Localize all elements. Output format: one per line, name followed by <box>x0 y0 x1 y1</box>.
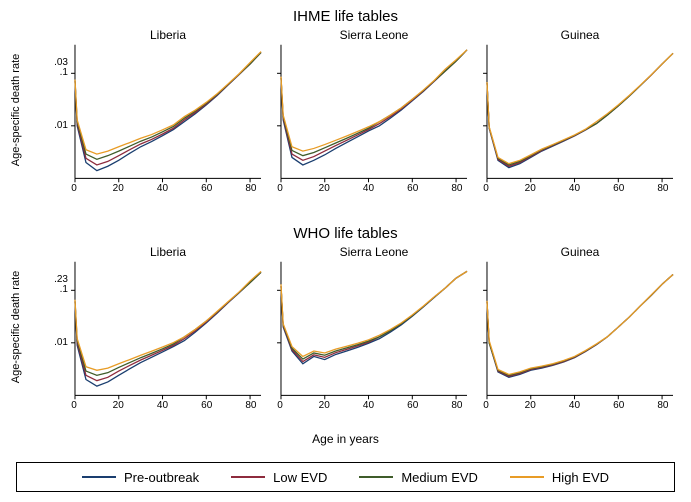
line-low <box>487 275 673 377</box>
legend-label-high: High EVD <box>552 470 609 485</box>
line-pre <box>487 275 673 378</box>
xtick-label: 80 <box>445 400 469 411</box>
xtick-label: 80 <box>239 400 263 411</box>
line-pre <box>281 50 467 165</box>
xtick-label: 80 <box>445 183 469 194</box>
xtick-label: 60 <box>607 400 631 411</box>
line-medium <box>487 275 673 376</box>
legend-swatch-high <box>510 476 544 478</box>
xtick-label: 20 <box>518 400 542 411</box>
xtick-label: 0 <box>268 400 292 411</box>
legend: Pre-outbreak Low EVD Medium EVD High EVD <box>16 462 675 492</box>
legend-item-pre: Pre-outbreak <box>82 470 199 485</box>
xtick-label: 20 <box>312 400 336 411</box>
panel-title-1: Sierra Leone <box>280 28 468 42</box>
legend-label-low: Low EVD <box>273 470 327 485</box>
line-medium <box>75 272 261 375</box>
panel-title-2: Guinea <box>486 28 674 42</box>
xtick-label: 60 <box>607 183 631 194</box>
line-high <box>487 53 673 163</box>
xtick-label: 40 <box>356 400 380 411</box>
row-title-1: IHME life tables <box>0 8 691 25</box>
xtick-label: 20 <box>106 183 130 194</box>
panel-5 <box>486 261 674 396</box>
xtick-label: 0 <box>62 400 86 411</box>
xtick-label: 20 <box>106 400 130 411</box>
line-medium <box>75 52 261 159</box>
panel-title-0: Liberia <box>74 28 262 42</box>
legend-item-low: Low EVD <box>231 470 327 485</box>
line-low <box>281 50 467 161</box>
ytick-label: .23 <box>42 274 68 285</box>
xtick-label: 40 <box>356 183 380 194</box>
xaxis-label: Age in years <box>0 432 691 446</box>
xtick-label: 20 <box>518 183 542 194</box>
line-low <box>75 52 261 165</box>
line-high <box>487 275 673 375</box>
xtick-label: 80 <box>239 183 263 194</box>
ytick-label: .1 <box>42 67 68 78</box>
ytick-label: .03 <box>42 57 68 68</box>
panel-0 <box>74 44 262 179</box>
yaxis-label-r1: Age-specific death rate <box>10 25 22 195</box>
xtick-label: 40 <box>562 400 586 411</box>
line-pre <box>281 271 467 363</box>
yaxis-label-r2: Age-specific death rate <box>10 242 22 412</box>
xtick-label: 0 <box>474 183 498 194</box>
xtick-label: 0 <box>62 183 86 194</box>
line-medium <box>487 53 673 165</box>
legend-label-medium: Medium EVD <box>401 470 478 485</box>
xtick-label: 60 <box>401 400 425 411</box>
xtick-label: 80 <box>651 400 675 411</box>
line-medium <box>281 50 467 156</box>
line-low <box>75 272 261 380</box>
ytick-label: .01 <box>42 120 68 131</box>
panel-3 <box>74 261 262 396</box>
row-title-2: WHO life tables <box>0 225 691 242</box>
line-medium <box>281 271 467 359</box>
line-high <box>281 50 467 151</box>
xtick-label: 40 <box>562 183 586 194</box>
xtick-label: 80 <box>651 183 675 194</box>
line-high <box>281 271 467 356</box>
xtick-label: 40 <box>150 183 174 194</box>
line-high <box>75 52 261 155</box>
ytick-label: .01 <box>42 337 68 348</box>
panel-2 <box>486 44 674 179</box>
legend-item-medium: Medium EVD <box>359 470 478 485</box>
legend-label-pre: Pre-outbreak <box>124 470 199 485</box>
legend-swatch-low <box>231 476 265 478</box>
xtick-label: 0 <box>268 183 292 194</box>
panel-4 <box>280 261 468 396</box>
xtick-label: 40 <box>150 400 174 411</box>
chart-root: IHME life tables WHO life tables Age-spe… <box>0 0 691 502</box>
line-high <box>75 271 261 370</box>
panel-title-3: Liberia <box>74 245 262 259</box>
panel-title-5: Guinea <box>486 245 674 259</box>
line-low <box>281 271 467 361</box>
legend-item-high: High EVD <box>510 470 609 485</box>
xtick-label: 60 <box>195 400 219 411</box>
xtick-label: 20 <box>312 183 336 194</box>
panel-title-4: Sierra Leone <box>280 245 468 259</box>
legend-swatch-medium <box>359 476 393 478</box>
legend-swatch-pre <box>82 476 116 478</box>
line-pre <box>487 53 673 167</box>
xtick-label: 0 <box>474 400 498 411</box>
ytick-label: .1 <box>42 284 68 295</box>
line-low <box>487 53 673 166</box>
xtick-label: 60 <box>195 183 219 194</box>
xtick-label: 60 <box>401 183 425 194</box>
panel-1 <box>280 44 468 179</box>
